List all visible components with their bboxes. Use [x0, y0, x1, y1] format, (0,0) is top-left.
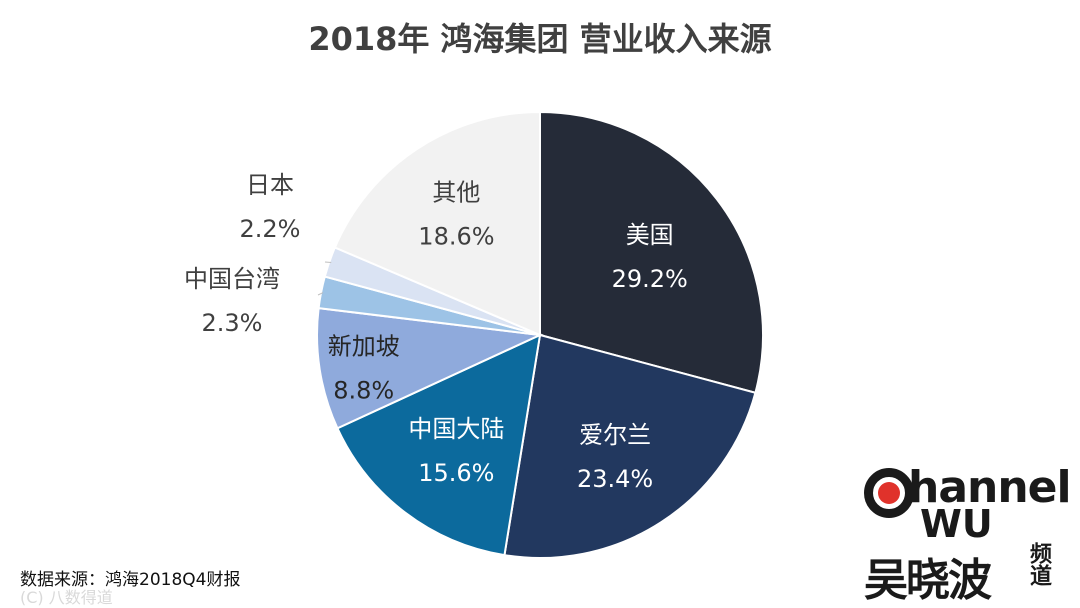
slice-1	[503, 333, 757, 559]
slice-value-1: 23.4%	[577, 465, 653, 493]
leader-line-4	[317, 292, 324, 296]
slice-value-4: 2.3%	[202, 309, 263, 337]
logo-name-text: 吴晓波	[864, 555, 992, 606]
watermark: (C) 八数得道	[20, 588, 113, 607]
slice-value-2: 15.6%	[418, 459, 494, 487]
slice-2	[336, 333, 542, 557]
slice-value-6: 18.6%	[418, 222, 494, 250]
channel-logo: hannel WU 吴晓波 频道	[860, 460, 1072, 606]
slice-label-4: 中国台湾	[184, 265, 280, 293]
source-note: 数据来源：鸿海2018Q4财报	[20, 570, 241, 590]
chart-title: 2018年 鸿海集团 营业收入来源	[308, 20, 772, 58]
logo-wu-text: WU	[920, 502, 993, 546]
slice-label-3: 新加坡	[328, 333, 400, 361]
slice-0	[539, 110, 764, 394]
slice-3	[316, 307, 544, 430]
slice-value-0: 29.2%	[612, 265, 688, 293]
slice-value-3: 8.8%	[333, 377, 394, 405]
slice-label-0: 美国	[626, 221, 674, 249]
logo-channel-text: hannel	[908, 462, 1072, 513]
slice-label-1: 爱尔兰	[579, 421, 651, 449]
slice-label-6: 其他	[432, 178, 480, 206]
logo-pindao-text: 频道	[1026, 542, 1051, 586]
slice-label-2: 中国大陆	[408, 415, 504, 443]
slice-6	[333, 110, 541, 337]
logo-dot-icon	[878, 482, 900, 504]
slice-label-5: 日本	[246, 171, 294, 199]
slice-value-5: 2.2%	[240, 215, 301, 243]
